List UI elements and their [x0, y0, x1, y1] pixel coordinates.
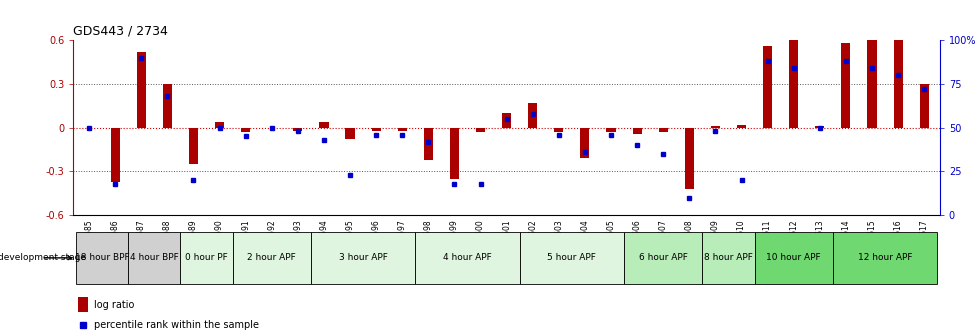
Text: 10 hour APF: 10 hour APF: [766, 253, 821, 262]
Text: 12 hour APF: 12 hour APF: [857, 253, 911, 262]
Bar: [397, 128, 407, 131]
Bar: [128, 232, 180, 284]
Text: 8 hour APF: 8 hour APF: [703, 253, 752, 262]
Text: 0 hour PF: 0 hour PF: [185, 253, 228, 262]
Bar: [623, 232, 701, 284]
Bar: [762, 46, 772, 128]
Bar: [840, 43, 850, 128]
Bar: [754, 232, 832, 284]
Bar: [710, 126, 719, 128]
Bar: [450, 128, 459, 179]
Bar: [475, 128, 485, 132]
Bar: [605, 128, 615, 132]
Bar: [423, 128, 432, 160]
Bar: [233, 232, 311, 284]
Bar: [345, 128, 354, 139]
Text: percentile rank within the sample: percentile rank within the sample: [94, 320, 259, 330]
Bar: [189, 128, 198, 164]
Bar: [502, 113, 511, 128]
Bar: [632, 128, 641, 133]
Bar: [137, 52, 146, 128]
Bar: [658, 128, 667, 132]
Bar: [893, 22, 902, 128]
Bar: [76, 232, 128, 284]
Bar: [867, 40, 875, 128]
Text: 4 hour BPF: 4 hour BPF: [130, 253, 179, 262]
Text: 18 hour BPF: 18 hour BPF: [74, 253, 129, 262]
Bar: [684, 128, 693, 189]
Bar: [415, 232, 519, 284]
Text: 6 hour APF: 6 hour APF: [638, 253, 687, 262]
Bar: [701, 232, 754, 284]
Bar: [832, 232, 936, 284]
Bar: [162, 84, 172, 128]
Bar: [519, 232, 623, 284]
Bar: [293, 128, 302, 131]
Bar: [788, 29, 797, 128]
Text: 2 hour APF: 2 hour APF: [247, 253, 295, 262]
Text: log ratio: log ratio: [94, 300, 134, 309]
Bar: [580, 128, 589, 158]
Bar: [554, 128, 562, 132]
Bar: [311, 232, 415, 284]
Bar: [111, 128, 119, 181]
Bar: [527, 103, 537, 128]
Text: 5 hour APF: 5 hour APF: [547, 253, 596, 262]
Bar: [77, 297, 88, 312]
Bar: [180, 232, 233, 284]
Text: GDS443 / 2734: GDS443 / 2734: [73, 25, 168, 38]
Bar: [319, 122, 329, 128]
Bar: [918, 84, 928, 128]
Bar: [815, 126, 823, 128]
Bar: [215, 122, 224, 128]
Text: 4 hour APF: 4 hour APF: [443, 253, 491, 262]
Bar: [372, 128, 380, 131]
Bar: [241, 128, 250, 132]
Text: development stage: development stage: [0, 253, 86, 262]
Bar: [736, 125, 745, 128]
Text: 3 hour APF: 3 hour APF: [338, 253, 387, 262]
